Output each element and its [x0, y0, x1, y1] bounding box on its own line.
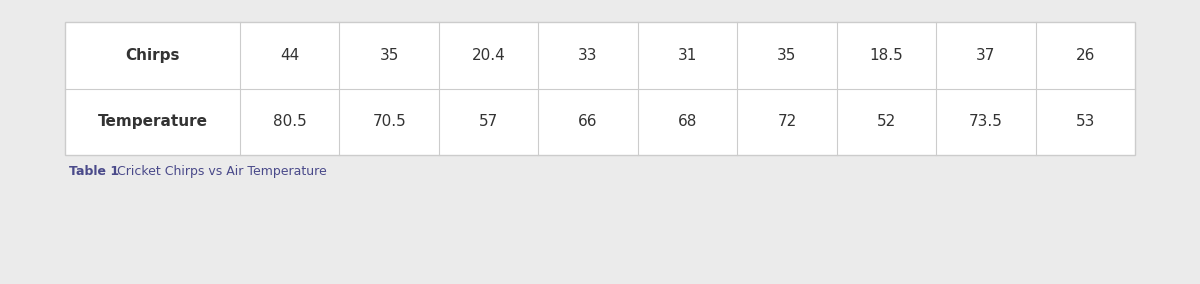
Text: 80.5: 80.5	[272, 114, 306, 129]
Text: 70.5: 70.5	[372, 114, 406, 129]
Text: 37: 37	[976, 48, 996, 63]
Text: Chirps: Chirps	[125, 48, 180, 63]
Text: 52: 52	[877, 114, 896, 129]
Text: Table 1: Table 1	[70, 165, 119, 178]
Bar	[65, 22, 1135, 155]
Text: 57: 57	[479, 114, 498, 129]
Text: 44: 44	[280, 48, 299, 63]
Text: Temperature: Temperature	[97, 114, 208, 129]
Text: 33: 33	[578, 48, 598, 63]
Text: 18.5: 18.5	[870, 48, 904, 63]
Text: 68: 68	[678, 114, 697, 129]
Text: 20.4: 20.4	[472, 48, 505, 63]
Text: 53: 53	[1075, 114, 1094, 129]
Text: 35: 35	[379, 48, 398, 63]
Text: 73.5: 73.5	[968, 114, 1003, 129]
Text: Cricket Chirps vs Air Temperature: Cricket Chirps vs Air Temperature	[113, 165, 326, 178]
Text: 26: 26	[1075, 48, 1094, 63]
Text: 72: 72	[778, 114, 797, 129]
Text: 31: 31	[678, 48, 697, 63]
Text: 35: 35	[778, 48, 797, 63]
Text: 66: 66	[578, 114, 598, 129]
